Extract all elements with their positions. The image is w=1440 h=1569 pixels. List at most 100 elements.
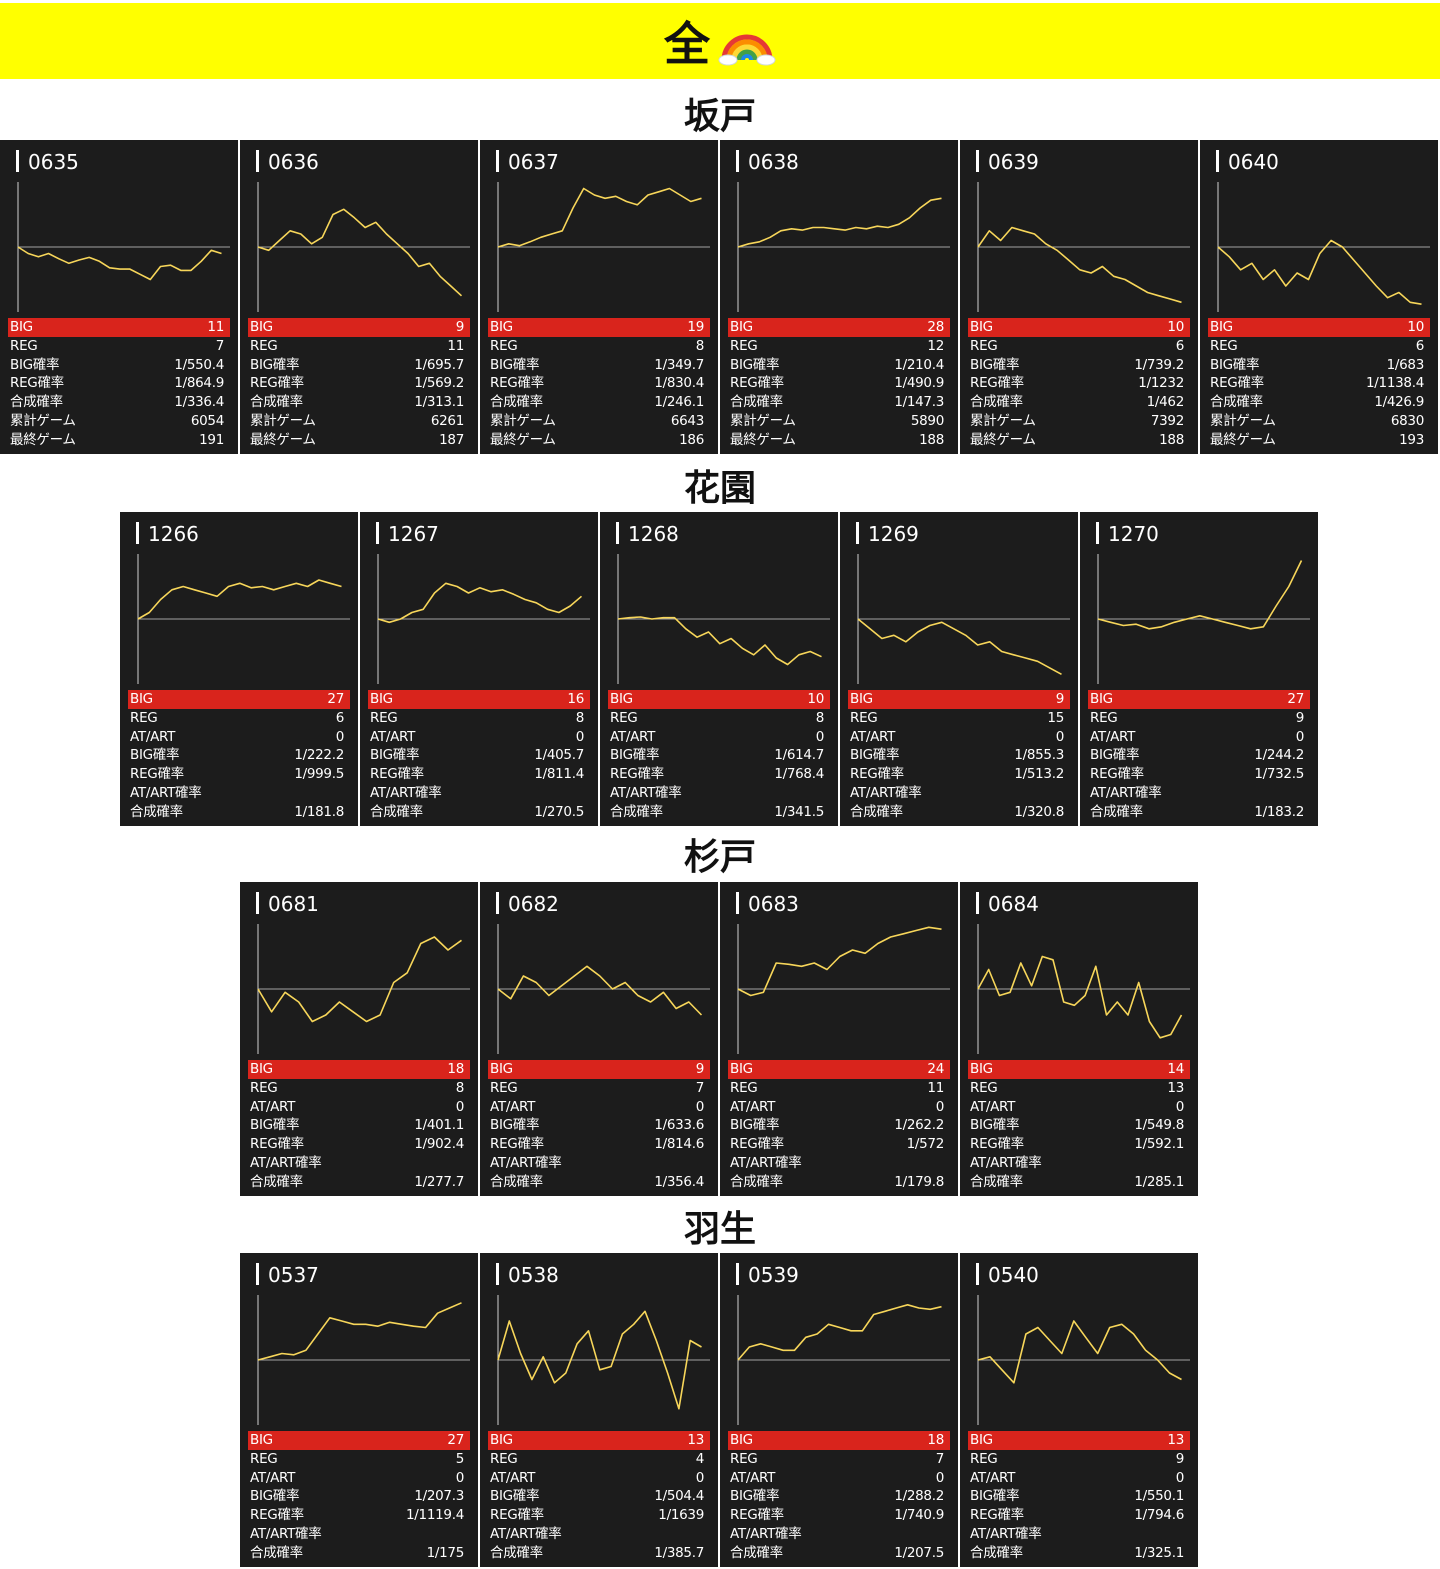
series-line xyxy=(977,955,1183,1039)
stat-row: BIG確率 1/550.1 xyxy=(968,1487,1190,1506)
machine-card[interactable]: 0539 BIG 18 REG 7 AT/ART 0 BIG確率 1/288.2 REG確率 1/7… xyxy=(720,1253,958,1567)
stat-value: 10 xyxy=(1167,319,1184,335)
stat-label: AT/ART xyxy=(730,1469,776,1486)
slump-chart xyxy=(737,924,950,1054)
title-marker xyxy=(496,892,499,914)
stat-label: REG確率 xyxy=(250,375,304,392)
stat-value: 1/246.1 xyxy=(654,394,704,411)
stat-label: 合成確率 xyxy=(610,803,663,820)
stat-label: REG xyxy=(250,1450,278,1467)
stats-table: BIG 10 REG 6 BIG確率 1/739.2 REG確率 1/1232 合成確率 1/46… xyxy=(968,318,1190,450)
machine-card[interactable]: 1267 BIG 16 REG 8 AT/ART 0 BIG確率 1/405.7 REG確率 1/8… xyxy=(360,512,598,826)
stat-label: 累計ゲーム xyxy=(250,412,316,429)
stat-row: 合成確率 1/246.1 xyxy=(488,393,710,412)
stat-value: 1/270.5 xyxy=(534,803,584,820)
stat-row: BIG確率 1/244.2 xyxy=(1088,746,1310,765)
stat-label: AT/ART xyxy=(130,728,176,745)
machine-card[interactable]: 0681 BIG 18 REG 8 AT/ART 0 BIG確率 1/401.1 REG確率 1/9… xyxy=(240,882,478,1196)
stat-label: REG確率 xyxy=(730,375,784,392)
stat-row: BIG確率 1/550.4 xyxy=(8,356,230,375)
series-line xyxy=(737,197,942,248)
stat-label: BIG xyxy=(130,691,153,707)
machine-row: 0537 BIG 27 REG 5 AT/ART 0 BIG確率 1/207.3 REG確率 1/1… xyxy=(240,1253,1198,1567)
stat-label: REG確率 xyxy=(730,1507,784,1524)
stat-value: 193 xyxy=(1399,431,1424,448)
stat-label: BIG確率 xyxy=(610,747,660,764)
stat-value: 1/356.4 xyxy=(654,1173,704,1190)
machine-card[interactable]: 0540 BIG 13 REG 9 AT/ART 0 BIG確率 1/550.1 REG確率 1/7… xyxy=(960,1253,1198,1567)
machine-row: 0635 BIG 11 REG 7 BIG確率 1/550.4 REG確率 1/864.9 合成確… xyxy=(0,140,1438,454)
stat-value: 1/999.5 xyxy=(294,766,344,783)
machine-card[interactable]: 1268 BIG 10 REG 8 AT/ART 0 BIG確率 1/614.7 REG確率 1/7… xyxy=(600,512,838,826)
machine-number: 0638 xyxy=(748,150,799,174)
stat-label: REG確率 xyxy=(250,1507,304,1524)
series-line xyxy=(377,582,583,624)
stat-value: 6 xyxy=(1415,337,1425,354)
stat-label: AT/ART確率 xyxy=(610,784,682,801)
stat-label: BIG xyxy=(610,691,633,707)
stat-row: REG確率 1/768.4 xyxy=(608,765,830,784)
stat-value: 6 xyxy=(1175,337,1185,354)
stat-row: AT/ART 0 xyxy=(368,728,590,747)
machine-card[interactable]: 1270 BIG 27 REG 9 AT/ART 0 BIG確率 1/244.2 REG確率 1/7… xyxy=(1080,512,1318,826)
stats-table: BIG 18 REG 7 AT/ART 0 BIG確率 1/288.2 REG確率 1/740.9… xyxy=(728,1431,950,1563)
stat-label: 合成確率 xyxy=(970,1544,1023,1561)
machine-number: 0639 xyxy=(988,150,1039,174)
machine-card[interactable]: 0640 BIG 10 REG 6 BIG確率 1/683 REG確率 1/1138.4 合成確率… xyxy=(1200,140,1438,454)
machine-card[interactable]: 0684 BIG 14 REG 13 AT/ART 0 BIG確率 1/549.8 REG確率 1/… xyxy=(960,882,1198,1196)
machine-card[interactable]: 1266 BIG 27 REG 6 AT/ART 0 BIG確率 1/222.2 REG確率 1/9… xyxy=(120,512,358,826)
title-marker xyxy=(856,522,859,544)
stat-row: REG 11 xyxy=(728,1079,950,1098)
stat-label: BIG確率 xyxy=(850,747,900,764)
stat-label: BIG xyxy=(250,1061,273,1077)
title-marker xyxy=(1096,522,1099,544)
stat-row: 最終ゲーム 188 xyxy=(968,431,1190,450)
machine-card[interactable]: 0682 BIG 9 REG 7 AT/ART 0 BIG確率 1/633.6 REG確率 1/81… xyxy=(480,882,718,1196)
stat-row: REG 13 xyxy=(968,1079,1190,1098)
machine-card[interactable]: 0639 BIG 10 REG 6 BIG確率 1/739.2 REG確率 1/1232 合成確率… xyxy=(960,140,1198,454)
machine-card[interactable]: 0636 BIG 9 REG 11 BIG確率 1/695.7 REG確率 1/569.2 合成確… xyxy=(240,140,478,454)
machine-number: 1268 xyxy=(628,522,679,546)
stat-row: REG 7 xyxy=(728,1450,950,1469)
stat-row: 最終ゲーム 186 xyxy=(488,431,710,450)
slump-chart xyxy=(257,924,470,1054)
machine-card[interactable]: 0683 BIG 24 REG 11 AT/ART 0 BIG確率 1/262.2 REG確率 1/… xyxy=(720,882,958,1196)
stat-row: REG確率 1/830.4 xyxy=(488,374,710,393)
stat-value: 1/768.4 xyxy=(774,766,824,783)
stat-value: 13 xyxy=(687,1432,704,1448)
machine-card[interactable]: 0537 BIG 27 REG 5 AT/ART 0 BIG確率 1/207.3 REG確率 1/1… xyxy=(240,1253,478,1567)
header-banner: 全 xyxy=(0,3,1440,79)
slump-chart xyxy=(17,182,230,312)
machine-card[interactable]: 1269 BIG 9 REG 15 AT/ART 0 BIG確率 1/855.3 REG確率 1/5… xyxy=(840,512,1078,826)
stat-label: BIG xyxy=(490,1061,513,1077)
stat-value: 1/175 xyxy=(426,1544,465,1561)
stat-label: AT/ART確率 xyxy=(730,1154,802,1171)
stat-row: REG 8 xyxy=(608,709,830,728)
stat-label: AT/ART確率 xyxy=(370,784,442,801)
stat-row: REG 5 xyxy=(248,1450,470,1469)
stat-value: 1/1119.4 xyxy=(406,1507,464,1524)
stat-row: BIG確率 1/695.7 xyxy=(248,356,470,375)
stat-label: AT/ART確率 xyxy=(970,1154,1042,1171)
stat-value: 19 xyxy=(687,319,704,335)
stat-value: 1/426.9 xyxy=(1374,394,1424,411)
stat-value: 6830 xyxy=(1390,412,1424,429)
machine-card[interactable]: 0538 BIG 13 REG 4 AT/ART 0 BIG確率 1/504.4 REG確率 1/1… xyxy=(480,1253,718,1567)
stat-label: AT/ART xyxy=(970,1098,1016,1115)
big-count-row: BIG 13 xyxy=(968,1431,1190,1450)
stat-label: REG xyxy=(970,337,998,354)
machine-card[interactable]: 0635 BIG 11 REG 7 BIG確率 1/550.4 REG確率 1/864.9 合成確… xyxy=(0,140,238,454)
machine-number: 0538 xyxy=(508,1263,559,1287)
stat-row: REG確率 1/1639 xyxy=(488,1506,710,1525)
slump-chart xyxy=(257,182,470,312)
stat-label: REG確率 xyxy=(970,1507,1024,1524)
stat-value: 27 xyxy=(1287,691,1304,707)
machine-card[interactable]: 0637 BIG 19 REG 8 BIG確率 1/349.7 REG確率 1/830.4 合成確… xyxy=(480,140,718,454)
title-marker xyxy=(256,892,259,914)
stat-label: AT/ART確率 xyxy=(1090,784,1162,801)
stat-label: AT/ART確率 xyxy=(250,1154,322,1171)
stat-label: BIG確率 xyxy=(370,747,420,764)
stat-label: AT/ART xyxy=(490,1469,536,1486)
stat-label: 合成確率 xyxy=(730,1544,783,1561)
machine-card[interactable]: 0638 BIG 28 REG 12 BIG確率 1/210.4 REG確率 1/490.9 合成… xyxy=(720,140,958,454)
